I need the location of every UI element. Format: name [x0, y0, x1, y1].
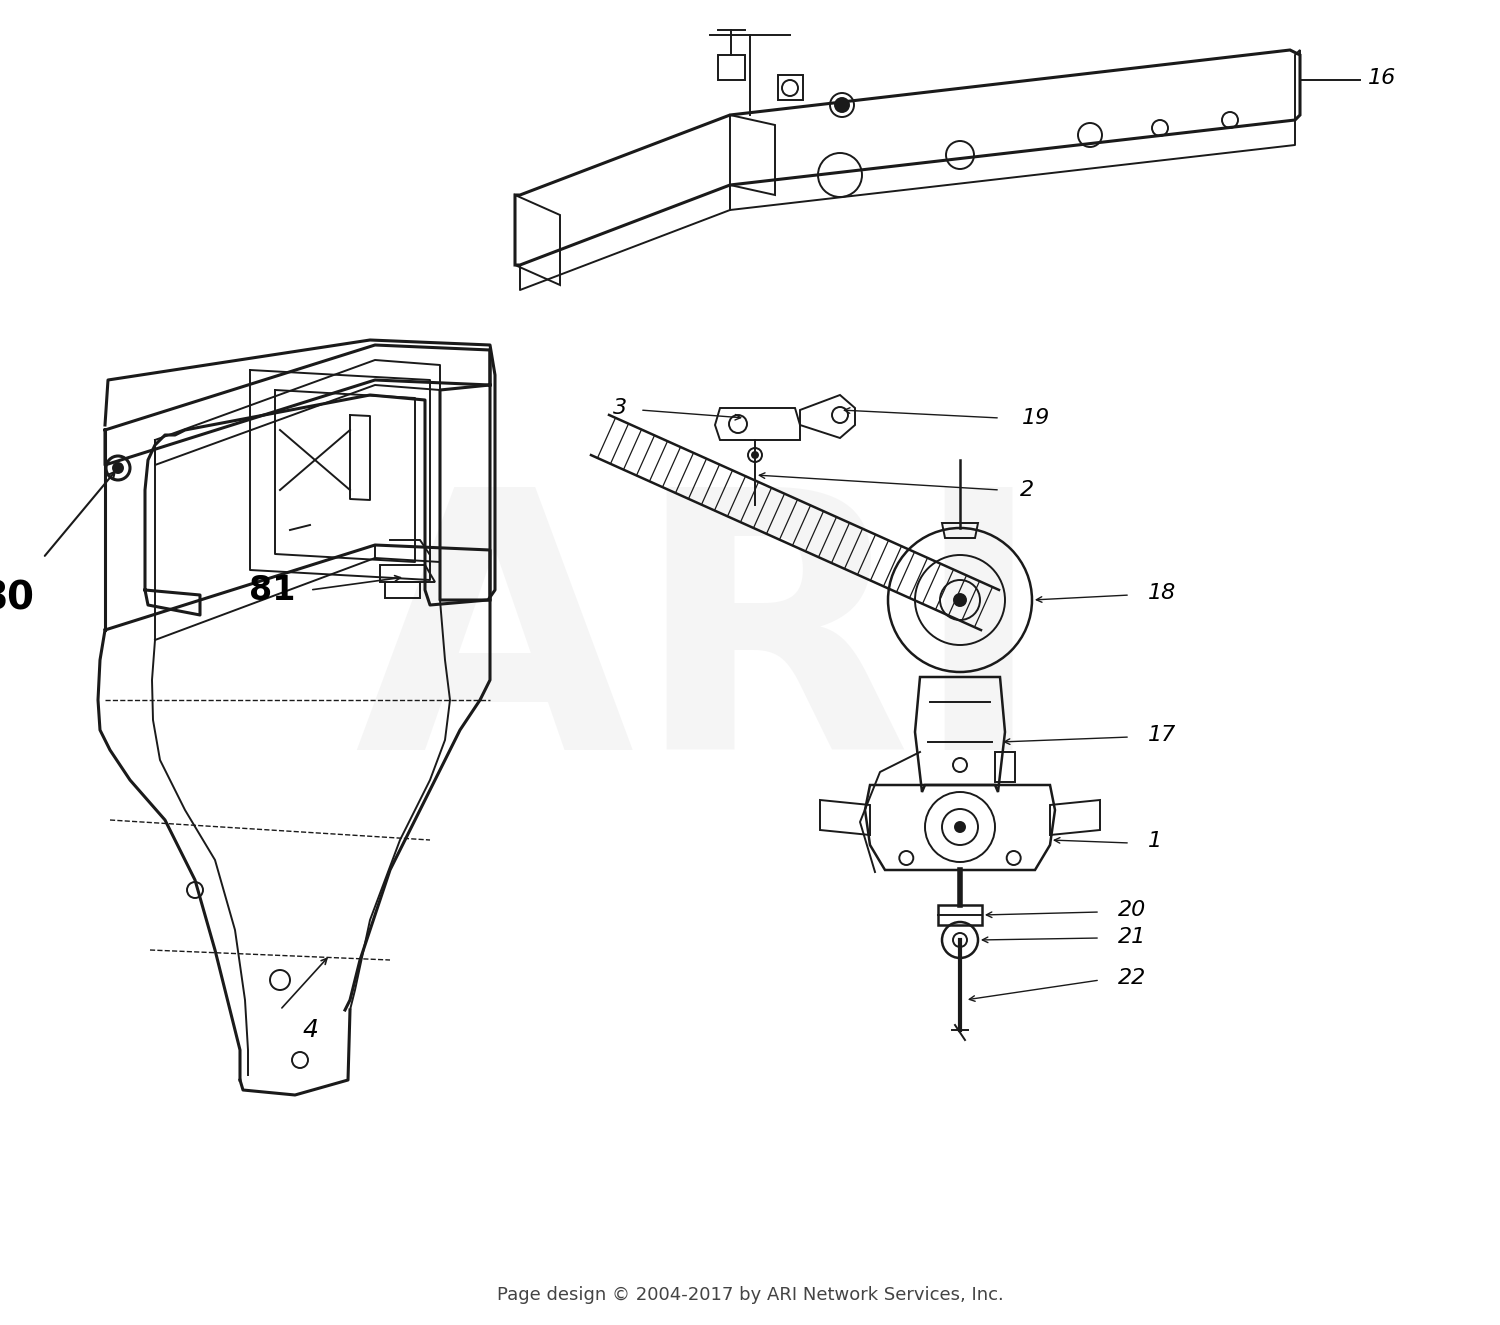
Circle shape	[752, 452, 758, 458]
Text: 20: 20	[1118, 900, 1146, 920]
Text: 17: 17	[1148, 725, 1176, 745]
Text: 21: 21	[1118, 927, 1146, 947]
Circle shape	[954, 594, 966, 606]
Circle shape	[836, 98, 849, 113]
Text: 22: 22	[1118, 969, 1146, 988]
Text: 4: 4	[302, 1018, 318, 1041]
Text: 18: 18	[1148, 583, 1176, 603]
Circle shape	[112, 462, 123, 473]
Text: 2: 2	[1020, 480, 1034, 500]
Text: 1: 1	[1148, 831, 1162, 851]
Text: ARI: ARI	[354, 476, 1046, 824]
Text: Page design © 2004-2017 by ARI Network Services, Inc.: Page design © 2004-2017 by ARI Network S…	[496, 1287, 1004, 1304]
Circle shape	[956, 822, 964, 832]
Text: 3: 3	[614, 398, 627, 417]
Text: 81: 81	[249, 574, 296, 607]
Text: 16: 16	[1368, 68, 1396, 87]
Text: 19: 19	[1022, 408, 1050, 428]
Text: 80: 80	[0, 579, 34, 617]
